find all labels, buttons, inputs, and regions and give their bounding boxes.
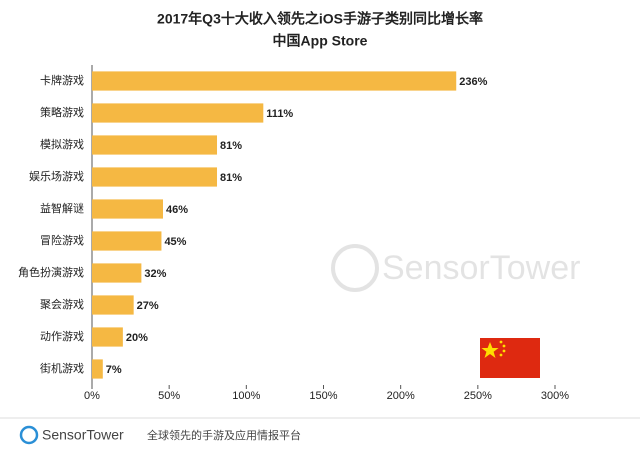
x-tick-label: 150% — [309, 390, 337, 402]
y-tick-label: 模拟游戏 — [40, 137, 84, 151]
value-label: 20% — [126, 332, 148, 344]
footer-brand: SensorTower — [42, 427, 124, 443]
footer-logo — [19, 425, 39, 445]
x-tick-label: 0% — [84, 390, 100, 402]
flag-star — [499, 340, 503, 344]
value-label: 236% — [459, 76, 487, 88]
watermark-text: SensorTower — [382, 249, 580, 287]
x-tick-label: 50% — [158, 390, 180, 402]
bar — [92, 167, 218, 187]
flag-star — [502, 349, 506, 353]
y-tick-label: 动作游戏 — [40, 330, 84, 343]
bar — [92, 71, 457, 91]
x-tick-label: 300% — [541, 390, 569, 402]
footer-tagline: 全球领先的手游及应用情报平台 — [147, 428, 301, 442]
x-tick-label: 250% — [464, 390, 492, 402]
bar — [92, 199, 163, 219]
chart-subtitle: 中国App Store — [273, 33, 368, 49]
bar — [92, 327, 123, 347]
flag-star — [481, 342, 499, 358]
flag-star — [502, 344, 506, 348]
value-label: 46% — [166, 204, 188, 216]
value-label: 45% — [164, 236, 186, 248]
flag — [480, 338, 540, 378]
bar — [92, 135, 218, 155]
x-tick-label: 200% — [387, 390, 415, 402]
value-label: 81% — [220, 140, 242, 152]
flag-field — [480, 338, 540, 378]
x-tick-label: 100% — [232, 390, 260, 402]
bar — [92, 103, 264, 123]
value-label: 27% — [137, 300, 159, 312]
y-tick-label: 聚会游戏 — [40, 298, 84, 311]
y-tick-label: 策略游戏 — [40, 105, 84, 119]
y-tick-label: 街机游戏 — [40, 361, 84, 375]
flag-star — [499, 353, 503, 357]
value-label: 81% — [220, 172, 242, 184]
y-tick-label: 冒险游戏 — [40, 233, 84, 247]
y-tick-label: 卡牌游戏 — [40, 73, 84, 87]
bar — [92, 231, 162, 251]
chart-title: 2017年Q3十大收入领先之iOS手游子类别同比增长率 — [157, 11, 483, 27]
value-label: 32% — [144, 268, 166, 280]
value-label: 111% — [266, 108, 293, 120]
watermark: SensorTower — [331, 244, 580, 292]
value-label: 7% — [106, 364, 122, 376]
y-tick-label: 角色扮演游戏 — [18, 265, 84, 279]
bar — [92, 295, 134, 315]
y-tick-label: 益智解谜 — [40, 201, 84, 215]
y-tick-label: 娱乐场游戏 — [29, 169, 84, 183]
watermark-logo — [331, 244, 379, 292]
bar — [92, 359, 103, 379]
bar — [92, 263, 142, 283]
